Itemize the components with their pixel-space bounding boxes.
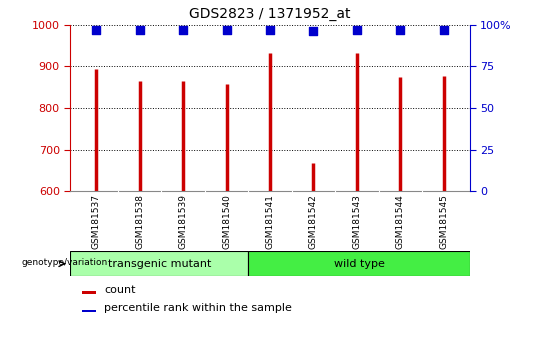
Point [440, 27, 448, 33]
Point [353, 27, 361, 33]
Text: GSM181542: GSM181542 [309, 194, 318, 249]
Title: GDS2823 / 1371952_at: GDS2823 / 1371952_at [189, 7, 351, 21]
Text: GSM181541: GSM181541 [266, 194, 274, 249]
Bar [82, 291, 96, 294]
Point [179, 27, 187, 33]
Point [136, 27, 144, 33]
FancyBboxPatch shape [248, 251, 470, 276]
Point [396, 27, 404, 33]
Text: transgenic mutant: transgenic mutant [107, 259, 211, 269]
Text: GSM181544: GSM181544 [396, 194, 405, 249]
Point [222, 27, 231, 33]
Text: GSM181538: GSM181538 [135, 194, 144, 249]
Text: percentile rank within the sample: percentile rank within the sample [104, 303, 292, 313]
Text: GSM181545: GSM181545 [439, 194, 448, 249]
Text: count: count [104, 285, 136, 295]
Text: wild type: wild type [334, 259, 384, 269]
Text: GSM181540: GSM181540 [222, 194, 231, 249]
Bar [82, 309, 96, 312]
Point [309, 29, 318, 34]
FancyBboxPatch shape [70, 251, 248, 276]
Point [92, 27, 100, 33]
Text: genotype/variation: genotype/variation [21, 258, 107, 267]
Text: GSM181543: GSM181543 [353, 194, 361, 249]
Text: GSM181539: GSM181539 [179, 194, 187, 249]
Text: GSM181537: GSM181537 [92, 194, 101, 249]
Point [266, 27, 274, 33]
